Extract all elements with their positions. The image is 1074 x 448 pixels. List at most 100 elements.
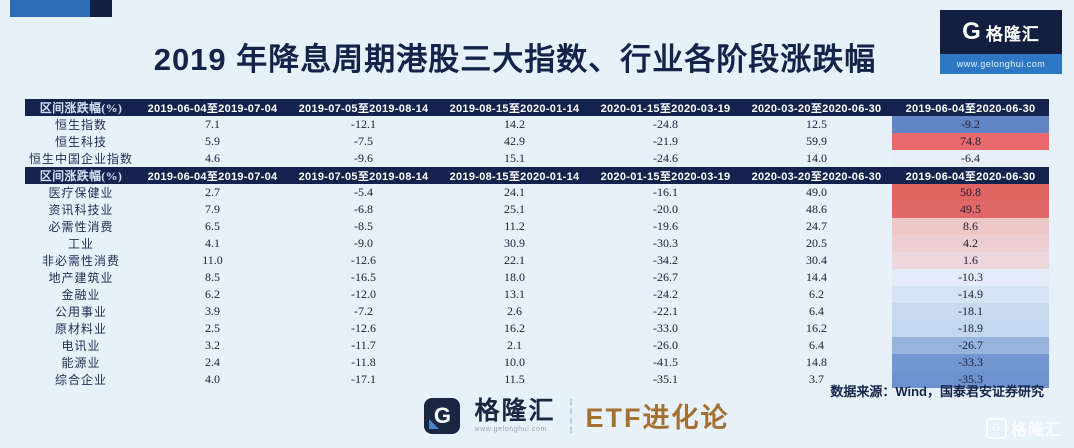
value-cell: -9.0 [354,236,373,250]
value-cell: -24.8 [653,117,678,131]
value-cell: 7.9 [205,202,220,216]
total-value-cell: 4.2 [892,235,1049,252]
value-cell: 6.2 [809,287,824,301]
value-cell: -24.2 [653,287,678,301]
value-cell: -16.5 [351,270,376,284]
value-cell: -19.6 [653,219,678,233]
indices-table: 区间涨跌幅(%) 2019-06-04至2019-07-04 2019-07-05至… [25,99,1049,167]
title-decor-bars [10,0,112,17]
value-cell: 13.1 [504,287,525,301]
watermark: G 格隆汇 [985,416,1062,440]
value-cell: 5.9 [205,134,220,148]
value-cell: 24.7 [806,219,827,233]
period-header: 2020-03-20至2020-06-30 [741,167,892,184]
header-row: 区间涨跌幅(%) 2019-06-04至2019-07-04 2019-07-05至… [25,167,1049,184]
period-header: 2020-01-15至2020-03-19 [590,99,741,116]
period-header: 2019-06-04至2019-07-04 [137,167,288,184]
value-cell: -20.0 [653,202,678,216]
value-cell: 6.4 [809,338,824,352]
corner-label: 区间涨跌幅(%) [25,99,137,116]
value-cell: 20.5 [806,236,827,250]
footer-divider [569,398,572,433]
value-cell: -21.9 [653,134,678,148]
value-cell: 2.6 [507,304,522,318]
value-cell: 4.0 [205,372,220,386]
value-cell: -11.8 [351,355,376,369]
row-label: 资讯科技业 [48,203,114,217]
period-header: 2019-06-04至2019-07-04 [137,99,288,116]
value-cell: 6.2 [205,287,220,301]
value-cell: 2.5 [205,321,220,335]
table-row: 综合企业 4.0 -17.1 11.5 -35.1 3.7 -35.3 [25,371,1049,388]
value-cell: 6.4 [809,304,824,318]
value-cell: 24.1 [504,185,525,199]
value-cell: -5.4 [354,185,373,199]
value-cell: 6.5 [205,219,220,233]
period-header: 2019-07-05至2019-08-14 [288,99,439,116]
watermark-g-icon: G [985,417,1007,439]
gelonghui-logo-url: www.gelonghui.com [940,54,1062,74]
value-cell: 48.6 [806,202,827,216]
data-source-note: 数据来源：Wind，国泰君安证券研究 [830,384,1044,399]
value-cell: 3.2 [205,338,220,352]
total-value-cell: -6.4 [892,150,1049,167]
value-cell: -34.2 [653,253,678,267]
value-cell: -33.0 [653,321,678,335]
value-cell: 30.9 [504,236,525,250]
footer-brand-name: 格隆汇 [474,396,556,425]
value-cell: -35.1 [653,372,678,386]
footer-brand-url: www.gelonghui.com [474,425,547,433]
value-cell: -7.5 [354,134,373,148]
table-row: 工业 4.1 -9.0 30.9 -30.3 20.5 4.2 [25,235,1049,252]
corner-label: 区间涨跌幅(%) [25,167,137,184]
gelonghui-logo-top: G 格隆汇 www.gelonghui.com [940,10,1062,74]
row-label: 恒生科技 [54,135,107,149]
value-cell: 30.4 [806,253,827,267]
footer-channel-name: ETF进化论 [585,403,730,433]
value-cell: 14.2 [504,117,525,131]
value-cell: 11.0 [202,253,223,267]
table-row: 恒生科技 5.9 -7.5 42.9 -21.9 59.9 74.8 [25,133,1049,150]
table-row: 原材料业 2.5 -12.6 16.2 -33.0 16.2 -18.9 [25,320,1049,337]
row-label: 公用事业 [54,305,107,319]
value-cell: -30.3 [653,236,678,250]
value-cell: -24.6 [653,151,678,165]
period-header: 2020-03-20至2020-06-30 [741,99,892,116]
total-value-cell: 74.8 [892,133,1049,150]
value-cell: 14.4 [806,270,827,284]
value-cell: 42.9 [504,134,525,148]
gelonghui-g-accent-triangle [429,418,440,429]
value-cell: 2.1 [507,338,522,352]
total-value-cell: -33.3 [892,354,1049,371]
value-cell: 11.2 [504,219,525,233]
gelonghui-g-icon-footer: G [424,397,461,434]
value-cell: 16.2 [504,321,525,335]
value-cell: -6.8 [354,202,373,216]
sectors-table: 区间涨跌幅(%) 2019-06-04至2019-07-04 2019-07-05至… [25,167,1049,388]
table-row: 资讯科技业 7.9 -6.8 25.1 -20.0 48.6 49.5 [25,201,1049,218]
row-label: 原材料业 [54,322,107,336]
total-value-cell: -26.7 [892,337,1049,354]
value-cell: 2.4 [205,355,220,369]
value-cell: 49.0 [806,185,827,199]
table-row: 必需性消费 6.5 -8.5 11.2 -19.6 24.7 8.6 [25,218,1049,235]
total-value-cell: -14.9 [892,286,1049,303]
period-header: 2019-06-04至2020-06-30 [892,99,1049,116]
value-cell: 16.2 [806,321,827,335]
value-cell: 22.1 [504,253,525,267]
watermark-text: 格隆汇 [1010,422,1062,439]
value-cell: 11.5 [504,372,525,386]
period-header: 2019-08-15至2020-01-14 [439,167,590,184]
row-label: 能源业 [61,356,101,370]
value-cell: -9.6 [354,151,373,165]
total-value-cell: -18.1 [892,303,1049,320]
value-cell: 3.9 [205,304,220,318]
table-row: 非必需性消费 11.0 -12.6 22.1 -34.2 30.4 1.6 [25,252,1049,269]
decor-navy-bar [90,0,112,17]
table-row: 能源业 2.4 -11.8 10.0 -41.5 14.8 -33.3 [25,354,1049,371]
total-value-cell: -9.2 [892,116,1049,133]
row-label: 恒生中国企业指数 [28,152,133,166]
row-label: 金融业 [61,288,101,302]
value-cell: 14.8 [806,355,827,369]
period-header: 2019-08-15至2020-01-14 [439,99,590,116]
